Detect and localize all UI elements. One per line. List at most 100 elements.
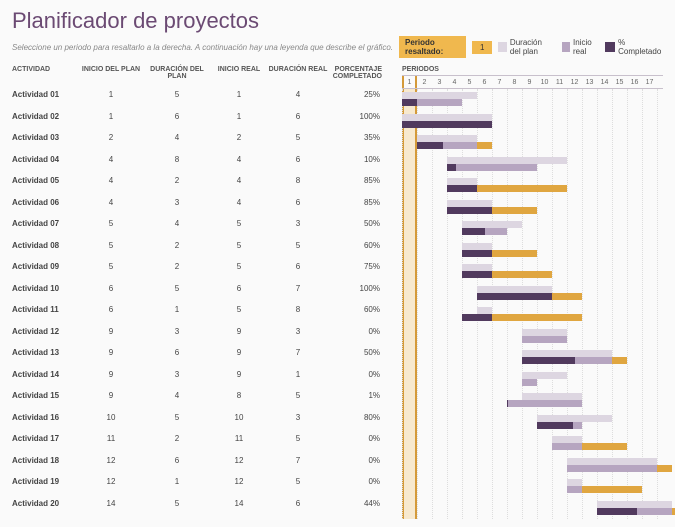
cell-activity: Actividad 17	[12, 434, 80, 443]
gantt-row	[402, 433, 663, 455]
plan-bar	[462, 243, 492, 250]
period-cell[interactable]: 3	[432, 76, 447, 88]
cell-activity: Actividad 02	[12, 112, 80, 121]
col-pct: PORCENTAJE COMPLETADO	[330, 66, 388, 80]
period-cell[interactable]: 14	[597, 76, 612, 88]
cell-real-start: 12	[212, 456, 266, 465]
cell-activity: Actividad 16	[12, 413, 80, 422]
cell-plan-dur: 6	[142, 456, 212, 465]
gantt-row	[402, 476, 663, 498]
cell-real-dur: 3	[266, 413, 330, 422]
cell-activity: Actividad 20	[12, 499, 80, 508]
completed-bar	[522, 357, 575, 364]
cell-real-dur: 5	[266, 241, 330, 250]
cell-real-start: 1	[212, 112, 266, 121]
page-title: Planificador de proyectos	[12, 8, 663, 34]
table-row: Actividad 03242535%	[12, 127, 402, 149]
table-row: Actividad 08525560%	[12, 235, 402, 257]
cell-activity: Actividad 06	[12, 198, 80, 207]
cell-plan-dur: 4	[142, 133, 212, 142]
cell-pct: 10%	[330, 155, 388, 164]
overlap-bar	[492, 314, 582, 321]
highlight-value[interactable]: 1	[472, 41, 492, 54]
table-row: Actividad 1493910%	[12, 364, 402, 386]
gantt-row	[402, 111, 663, 133]
cell-plan-start: 5	[80, 262, 142, 271]
cell-real-start: 11	[212, 434, 266, 443]
cell-pct: 44%	[330, 499, 388, 508]
cell-real-start: 4	[212, 155, 266, 164]
real-bar	[522, 336, 567, 343]
cell-activity: Actividad 01	[12, 90, 80, 99]
highlight-label: Periodo resaltado:	[399, 36, 466, 58]
completed-bar	[597, 508, 637, 515]
cell-plan-dur: 3	[142, 198, 212, 207]
overlap-bar	[582, 486, 642, 493]
gantt-row	[402, 326, 663, 348]
col-activity: ACTIVIDAD	[12, 66, 80, 80]
legend-item: Duración del plan	[498, 38, 553, 56]
cell-real-start: 5	[212, 241, 266, 250]
period-cell[interactable]: 16	[627, 76, 642, 88]
cell-plan-dur: 5	[142, 284, 212, 293]
cell-pct: 60%	[330, 241, 388, 250]
cell-real-start: 9	[212, 348, 266, 357]
cell-plan-dur: 6	[142, 112, 212, 121]
legend-label: Duración del plan	[510, 38, 554, 56]
cell-plan-dur: 2	[142, 241, 212, 250]
period-cell[interactable]: 11	[552, 76, 567, 88]
overlap-bar	[657, 465, 672, 472]
period-cell[interactable]: 13	[582, 76, 597, 88]
cell-plan-start: 1	[80, 90, 142, 99]
gantt-row	[402, 283, 663, 305]
cell-plan-dur: 1	[142, 305, 212, 314]
period-cell[interactable]: 17	[642, 76, 657, 88]
gantt-row	[402, 390, 663, 412]
cell-real-start: 5	[212, 305, 266, 314]
period-cell[interactable]: 8	[507, 76, 522, 88]
real-bar	[447, 164, 537, 171]
period-cell[interactable]: 9	[522, 76, 537, 88]
legend-item: Inicio real	[562, 38, 597, 56]
cell-real-start: 4	[212, 176, 266, 185]
cell-real-start: 4	[212, 198, 266, 207]
table-row: Actividad 021616100%	[12, 106, 402, 128]
period-cell[interactable]: 15	[612, 76, 627, 88]
plan-bar	[447, 178, 477, 185]
cell-activity: Actividad 13	[12, 348, 80, 357]
legend: Duración del planInicio real% Completado	[498, 38, 663, 56]
cell-plan-start: 1	[80, 112, 142, 121]
period-cell[interactable]: 4	[447, 76, 462, 88]
col-real-start: INICIO REAL	[212, 66, 266, 80]
cell-pct: 0%	[330, 370, 388, 379]
period-cell[interactable]: 5	[462, 76, 477, 88]
plan-bar	[462, 264, 492, 271]
cell-plan-dur: 8	[142, 155, 212, 164]
legend-swatch	[605, 42, 615, 52]
cell-real-dur: 8	[266, 176, 330, 185]
table-row: Actividad 1594851%	[12, 385, 402, 407]
cell-plan-start: 5	[80, 219, 142, 228]
cell-plan-start: 9	[80, 370, 142, 379]
period-cell[interactable]: 12	[567, 76, 582, 88]
cell-activity: Actividad 04	[12, 155, 80, 164]
gantt-row	[402, 412, 663, 434]
cell-real-start: 1	[212, 90, 266, 99]
cell-real-start: 9	[212, 370, 266, 379]
cell-activity: Actividad 07	[12, 219, 80, 228]
period-cell[interactable]: 1	[402, 76, 417, 88]
cell-real-start: 12	[212, 477, 266, 486]
period-cell[interactable]: 2	[417, 76, 432, 88]
cell-real-dur: 6	[266, 499, 330, 508]
completed-bar	[402, 121, 492, 128]
overlap-bar	[552, 293, 582, 300]
table-row: Actividad 11615860%	[12, 299, 402, 321]
cell-real-dur: 6	[266, 112, 330, 121]
period-cell[interactable]: 6	[477, 76, 492, 88]
gantt-row	[402, 197, 663, 219]
table-row: Actividad 191211250%	[12, 471, 402, 493]
cell-plan-dur: 4	[142, 219, 212, 228]
period-header: 1234567891011121314151617	[402, 75, 663, 89]
period-cell[interactable]: 10	[537, 76, 552, 88]
period-cell[interactable]: 7	[492, 76, 507, 88]
